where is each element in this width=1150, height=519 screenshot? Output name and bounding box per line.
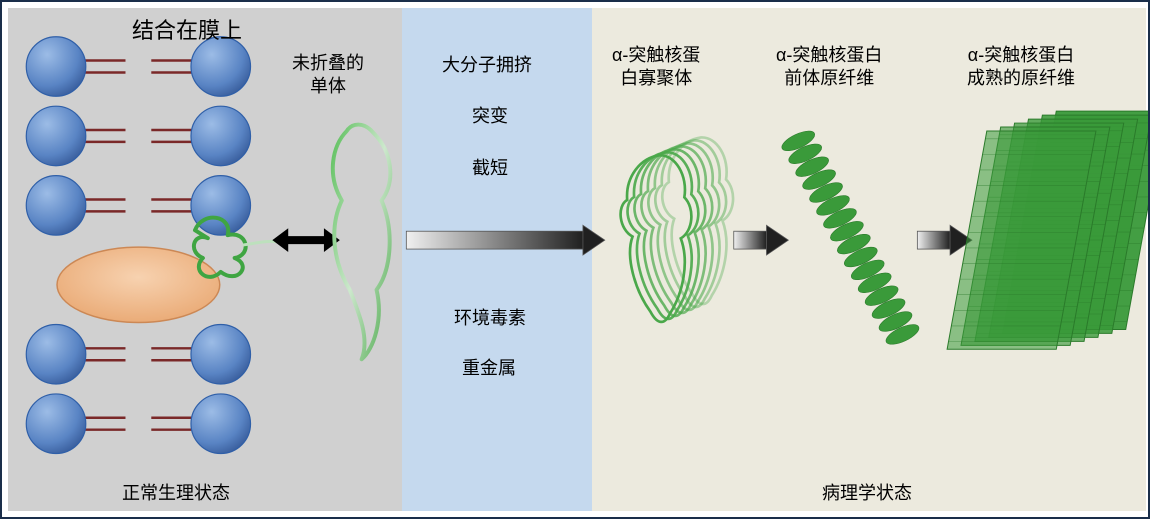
- title-membrane-bound: 结合在膜上: [132, 17, 242, 46]
- label-truncation: 截短: [472, 157, 508, 180]
- label-mutation: 突变: [472, 105, 508, 128]
- label-protofibril: α-突触核蛋白 前体原纤维: [776, 44, 882, 91]
- label-fibril: α-突触核蛋白 成熟的原纤维: [967, 44, 1075, 91]
- panel-factors: [402, 8, 592, 511]
- label-heavy-metal: 重金属: [462, 357, 516, 380]
- label-normal-state: 正常生理状态: [122, 482, 230, 505]
- label-env-toxin: 环境毒素: [454, 307, 526, 330]
- label-crowding: 大分子拥挤: [442, 54, 532, 77]
- label-pathological-state: 病理学状态: [822, 482, 912, 505]
- alpha-synuclein-diagram: 结合在膜上 未折叠的 单体 大分子拥挤 突变 截短 环境毒素 重金属 α-突触核…: [0, 0, 1150, 519]
- label-monomer: 未折叠的 单体: [292, 52, 364, 99]
- label-oligomer: α-突触核蛋 白寡聚体: [612, 44, 700, 91]
